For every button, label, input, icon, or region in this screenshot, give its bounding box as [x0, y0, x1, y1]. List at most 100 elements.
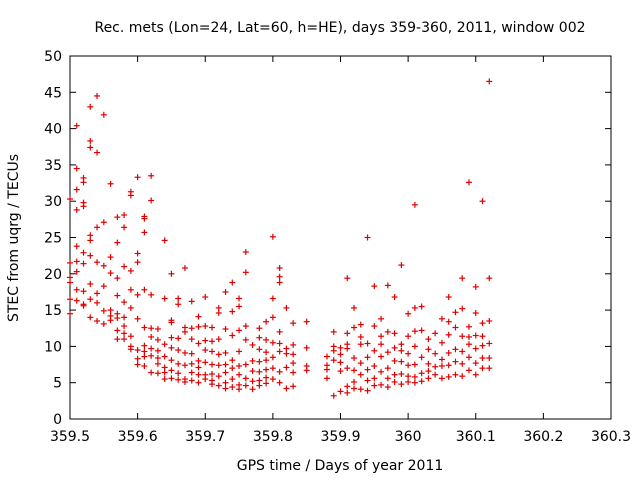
- data-point: [127, 286, 134, 293]
- data-point: [391, 344, 398, 351]
- data-point: [290, 383, 297, 390]
- y-tick-label: 20: [44, 267, 62, 283]
- data-point: [141, 348, 148, 355]
- data-point: [438, 339, 445, 346]
- data-point: [486, 355, 493, 362]
- data-point: [472, 310, 479, 317]
- data-point: [276, 273, 283, 280]
- data-point: [263, 380, 270, 387]
- data-point: [303, 344, 310, 351]
- data-point: [181, 362, 188, 369]
- data-point: [236, 348, 243, 355]
- data-point: [384, 328, 391, 335]
- data-point: [418, 370, 425, 377]
- data-point: [73, 286, 80, 293]
- data-point: [168, 334, 175, 341]
- data-point: [148, 333, 155, 340]
- y-tick-label: 40: [44, 122, 62, 138]
- data-point: [276, 368, 283, 375]
- data-point: [256, 382, 263, 389]
- data-point: [188, 298, 195, 305]
- data-point: [411, 201, 418, 208]
- data-point: [73, 165, 80, 172]
- data-point: [256, 368, 263, 375]
- data-point: [425, 346, 432, 353]
- data-point: [114, 275, 121, 282]
- data-point: [67, 296, 73, 303]
- data-point: [80, 249, 87, 256]
- data-point: [148, 291, 155, 298]
- data-point: [344, 330, 351, 337]
- data-point: [209, 361, 216, 368]
- scatter-points: [67, 78, 493, 399]
- data-point: [344, 275, 351, 282]
- data-point: [337, 368, 344, 375]
- data-point: [94, 259, 101, 266]
- data-point: [73, 268, 80, 275]
- data-point: [134, 315, 141, 322]
- data-point: [121, 314, 128, 321]
- data-point: [148, 352, 155, 359]
- data-point: [391, 378, 398, 385]
- y-tick-label: 25: [44, 231, 62, 247]
- data-point: [73, 297, 80, 304]
- data-point: [94, 290, 101, 297]
- data-point: [371, 363, 378, 370]
- data-point: [418, 354, 425, 361]
- data-point: [452, 371, 459, 378]
- data-point: [405, 362, 412, 369]
- data-point: [459, 333, 466, 340]
- data-point: [465, 341, 472, 348]
- plot-frame: [69, 55, 612, 420]
- data-point: [351, 378, 358, 385]
- data-point: [202, 376, 209, 383]
- data-point: [114, 315, 121, 322]
- data-point: [188, 325, 195, 332]
- data-point: [222, 361, 229, 368]
- data-point: [276, 379, 283, 386]
- data-point: [351, 367, 358, 374]
- data-point: [73, 258, 80, 265]
- data-point: [472, 283, 479, 290]
- data-point: [425, 336, 432, 343]
- data-point: [384, 384, 391, 391]
- data-point: [486, 365, 493, 372]
- data-point: [276, 348, 283, 355]
- data-point: [107, 317, 114, 324]
- data-point: [276, 328, 283, 335]
- data-point: [290, 320, 297, 327]
- data-point: [465, 323, 472, 330]
- data-point: [161, 353, 168, 360]
- data-point: [438, 315, 445, 322]
- data-point: [378, 341, 385, 348]
- y-tick-label: 30: [44, 194, 62, 210]
- data-point: [357, 341, 364, 348]
- data-point: [127, 267, 134, 274]
- data-point: [357, 321, 364, 328]
- data-point: [405, 333, 412, 340]
- data-point: [269, 339, 276, 346]
- data-point: [391, 294, 398, 301]
- data-point: [432, 330, 439, 337]
- data-point: [283, 345, 290, 352]
- data-point: [256, 325, 263, 332]
- data-point: [330, 347, 337, 354]
- x-tick-label: 360.2: [523, 429, 563, 445]
- data-point: [195, 340, 202, 347]
- x-axis-ticks: 359.5 359.6 359.7 359.8 359.9 360 360.1 360.2 36…: [50, 56, 631, 445]
- data-point: [290, 360, 297, 367]
- data-point: [134, 291, 141, 298]
- data-point: [114, 214, 121, 221]
- data-point: [438, 375, 445, 382]
- y-tick-label: 50: [44, 49, 62, 65]
- data-point: [73, 243, 80, 250]
- data-point: [141, 215, 148, 222]
- data-point: [154, 336, 161, 343]
- data-point: [411, 373, 418, 380]
- data-point: [80, 302, 87, 309]
- data-point: [195, 313, 202, 320]
- data-point: [94, 299, 101, 306]
- data-point: [107, 270, 114, 277]
- x-tick-label: 360.3: [591, 429, 631, 445]
- data-point: [87, 296, 94, 303]
